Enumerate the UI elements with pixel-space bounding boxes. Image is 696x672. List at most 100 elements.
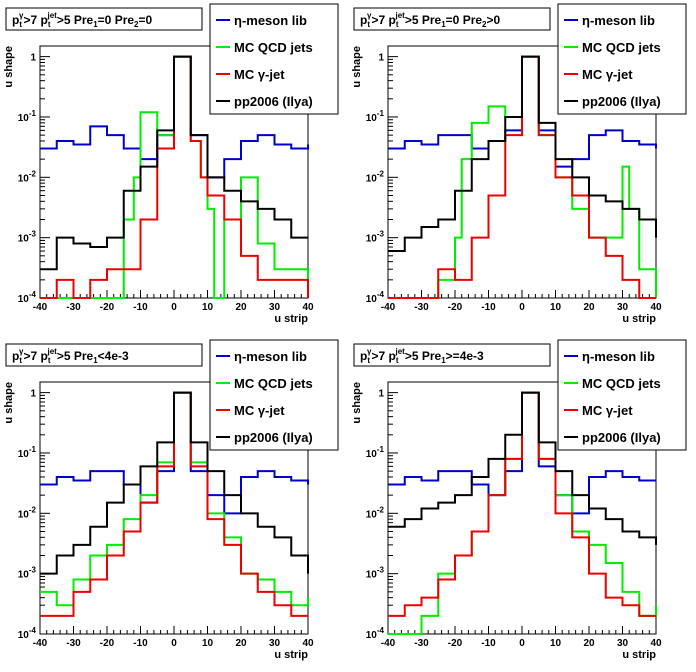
title-sup-b: jet: [395, 347, 406, 356]
title-sub-c: 1: [93, 356, 98, 365]
x-tick-label: 20: [235, 302, 247, 313]
chart-title: ptγ>7 ptjet>5 Pre1=0 Pre2=0: [5, 7, 203, 31]
title-part-d: <4e-3: [98, 349, 129, 363]
y-tick-base: 10: [366, 113, 378, 124]
title-part-d: =0 Pre: [98, 13, 135, 27]
title-part-b: >7 p: [371, 349, 395, 363]
x-axis-label: u strip: [274, 313, 308, 325]
legend-label-3: MC γ-jet: [582, 67, 633, 82]
legend-label-2: MC QCD jets: [582, 40, 661, 55]
series-line-4: [388, 55, 657, 253]
y-tick-base: 1: [378, 389, 384, 400]
y-tick-base: 10: [18, 234, 30, 245]
y-tick-label: 10-2: [18, 505, 37, 520]
title-sup-a: γ: [19, 11, 24, 20]
y-tick-label: 10-3: [18, 566, 37, 581]
chart-title: ptγ>7 ptjet>5 Pre1<4e-3: [5, 343, 203, 367]
y-tick-label: 10-1: [18, 445, 37, 460]
legend-label-1: η-meson lib: [582, 349, 655, 364]
legend: η-meson lib MC QCD jets MC γ-jet pp2006 (Il…: [557, 339, 687, 451]
x-axis-label: u strip: [622, 313, 656, 325]
x-tick-label: 40: [650, 638, 662, 649]
title-part-b: >7 p: [23, 13, 47, 27]
series-line-4: [388, 391, 657, 545]
x-tick-label: -30: [414, 638, 429, 649]
legend-label-3: MC γ-jet: [234, 403, 285, 418]
y-tick-exp: -4: [29, 626, 37, 635]
chart-panel-3: ptγ>7 ptjet>5 Pre1<4e-310-410-310-210-11…: [3, 339, 339, 661]
y-tick-label: 10-4: [366, 626, 385, 641]
y-tick-base: 1: [378, 53, 384, 64]
y-tick-exp: -4: [29, 290, 37, 299]
y-tick-exp: -3: [377, 566, 385, 575]
title-part-e: =0: [139, 13, 153, 27]
title-sub-c: 1: [93, 20, 98, 29]
y-tick-base: 10: [366, 294, 378, 305]
x-tick-label: 30: [269, 638, 281, 649]
x-tick-label: 30: [617, 638, 629, 649]
y-tick-base: 10: [18, 294, 30, 305]
title-sub-b: t: [48, 20, 51, 29]
legend-label-2: MC QCD jets: [582, 376, 661, 391]
y-tick-label: 10-3: [366, 566, 385, 581]
y-tick-label: 10-1: [366, 445, 385, 460]
y-tick-label: 10-1: [366, 109, 385, 124]
x-tick-label: -20: [448, 638, 463, 649]
y-tick-base: 10: [18, 173, 30, 184]
x-tick-label: 40: [650, 302, 662, 313]
title-sup-a: γ: [19, 347, 24, 356]
y-tick-base: 10: [366, 449, 378, 460]
y-tick-label: 1: [378, 53, 384, 64]
y-tick-label: 10-2: [18, 169, 37, 184]
y-tick-exp: -4: [377, 290, 385, 299]
y-tick-base: 1: [30, 53, 36, 64]
title-part-a: p: [12, 349, 19, 363]
y-tick-base: 10: [18, 630, 30, 641]
chart-panel-4: ptγ>7 ptjet>5 Pre1>=4e-310-410-310-210-1…: [351, 339, 687, 661]
legend-label-1: η-meson lib: [234, 349, 307, 364]
title-sub-b: t: [48, 356, 51, 365]
chart-title: ptγ>7 ptjet>5 Pre1>=4e-3: [353, 343, 551, 367]
x-tick-label: 20: [235, 638, 247, 649]
title-sub-a: t: [19, 356, 22, 365]
y-axis-label: u shape: [3, 382, 15, 424]
x-tick-label: -10: [133, 638, 148, 649]
legend-label-1: η-meson lib: [582, 13, 655, 28]
title-sub-b: t: [396, 356, 399, 365]
x-tick-label: -30: [66, 638, 81, 649]
x-tick-label: -40: [33, 302, 48, 313]
y-tick-label: 1: [30, 53, 36, 64]
title-part-c: >5 Pre: [57, 349, 94, 363]
legend-box: [209, 3, 339, 115]
series-line-4: [40, 391, 309, 575]
x-tick-label: 40: [302, 638, 314, 649]
x-tick-label: -40: [33, 638, 48, 649]
y-axis-label: u shape: [351, 46, 363, 88]
title-part-c: >5 Pre: [405, 13, 442, 27]
title-sup-b: jet: [395, 11, 406, 20]
title-part-c: >5 Pre: [57, 13, 94, 27]
x-tick-label: -10: [481, 302, 496, 313]
x-tick-label: 0: [519, 302, 525, 313]
y-tick-exp: -1: [29, 445, 37, 454]
y-tick-base: 10: [18, 449, 30, 460]
legend-box: [557, 339, 687, 451]
y-tick-base: 10: [366, 630, 378, 641]
y-tick-exp: -2: [29, 169, 37, 178]
y-tick-label: 10-2: [366, 169, 385, 184]
legend-label-3: MC γ-jet: [234, 67, 285, 82]
legend-label-4: pp2006 (Ilya): [234, 94, 313, 109]
y-tick-exp: -1: [377, 445, 385, 454]
y-tick-exp: -2: [377, 169, 385, 178]
y-tick-label: 10-3: [366, 230, 385, 245]
legend-label-1: η-meson lib: [234, 13, 307, 28]
title-part-d: =0 Pre: [446, 13, 483, 27]
title-part-d: >=4e-3: [446, 349, 484, 363]
y-axis-label: u shape: [351, 382, 363, 424]
x-tick-label: 30: [269, 302, 281, 313]
title-part-a: p: [360, 349, 367, 363]
title-part-c: >5 Pre: [405, 349, 442, 363]
title-text: ptγ>7 ptjet>5 Pre1>=4e-3: [360, 347, 484, 365]
chart-panel-1: ptγ>7 ptjet>5 Pre1=0 Pre2=010-410-310-21…: [3, 3, 339, 325]
x-tick-label: 40: [302, 302, 314, 313]
